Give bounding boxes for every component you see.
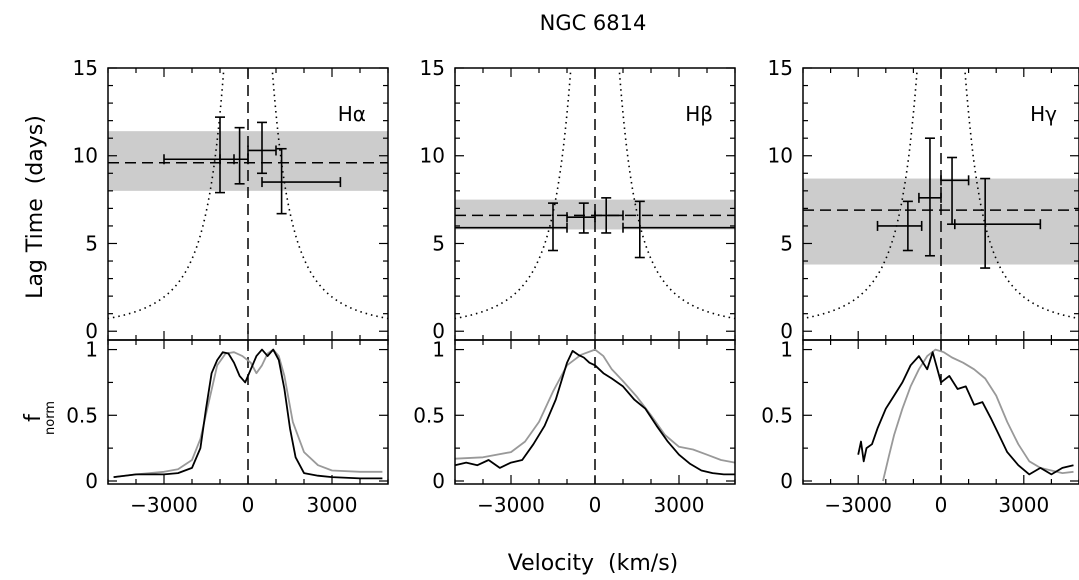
y-tick-label: 15 (73, 56, 98, 80)
y-tick-label: 10 (73, 144, 98, 168)
lag-point (918, 137, 942, 257)
y-axis-label-flux: f norm (21, 401, 58, 435)
line-label: Hβ (685, 102, 713, 126)
lag-point (455, 202, 568, 252)
lag-panel-2: 0 5 10 15 Hβ (420, 56, 736, 343)
lag-point (622, 200, 735, 259)
x-tick-label: 0 (935, 493, 948, 517)
profile-panel-1: 0 0.5 1 −3000 0 3000 (66, 338, 388, 517)
line-label: Hγ (1030, 102, 1057, 126)
profile-mean (454, 348, 736, 464)
x-tick-label: 0 (589, 493, 602, 517)
x-axis-label: Velocity (km/s) (508, 551, 679, 576)
virial-curve-right (271, 72, 389, 320)
x-tick-label: 3000 (654, 493, 705, 517)
virial-curve-right (618, 72, 736, 320)
figure-title: NGC 6814 (540, 11, 647, 35)
y-tick-label: 0.5 (413, 403, 445, 427)
virial-curve-left (802, 72, 918, 320)
x-ticks (454, 340, 736, 484)
profile-mean (113, 348, 383, 478)
y-tick-label: 0 (85, 319, 98, 343)
virial-curve-left (107, 72, 225, 320)
x-ticks (802, 68, 1079, 340)
x-tick-label: 3000 (307, 493, 358, 517)
y-tick-label: 1 (780, 338, 793, 362)
y-tick-label: 0.5 (761, 403, 793, 427)
y-tick-label: 0 (432, 319, 445, 343)
x-tick-label: 3000 (998, 493, 1049, 517)
profile-panel-3: 0 0.5 1 −3000 0 3000 (761, 338, 1079, 517)
y-tick-label: 0 (432, 469, 445, 493)
lag-point (876, 200, 923, 252)
y-tick-label: 5 (780, 231, 793, 255)
x-ticks (454, 68, 736, 340)
y-axis-label-lag: Lag Time (days) (23, 115, 48, 299)
profile-panel-2: 0 0.5 1 −3000 0 3000 (413, 338, 736, 517)
y-tick-label: 0 (780, 469, 793, 493)
y-tick-label: 5 (432, 231, 445, 255)
y-tick-label: 1 (432, 338, 445, 362)
lag-panel-1: 0 5 10 15 Hα (73, 56, 389, 343)
lag-point (261, 147, 342, 215)
profile-rms (454, 350, 735, 476)
y-axis-label-flux-main: f (21, 413, 46, 422)
x-ticks (107, 68, 389, 340)
profile-rms (113, 348, 383, 480)
lag-panel-3: 0 5 10 15 Hγ (768, 56, 1079, 343)
x-tick-label: 0 (242, 493, 255, 517)
y-tick-label: 0 (85, 469, 98, 493)
lag-point (247, 121, 277, 175)
y-tick-label: 0 (780, 319, 793, 343)
line-label: Hα (338, 102, 366, 126)
lag-point (953, 177, 1042, 269)
lag-point (594, 197, 624, 234)
y-tick-label: 5 (85, 231, 98, 255)
y-axis-label-flux-sub: norm (43, 401, 58, 435)
y-tick-label: 15 (420, 56, 445, 80)
x-tick-label: −3000 (130, 493, 198, 517)
y-tick-label: 10 (768, 144, 793, 168)
x-tick-label: −3000 (824, 493, 892, 517)
profile-rms (857, 351, 1074, 476)
x-tick-label: −3000 (477, 493, 545, 517)
virial-curve-right (964, 72, 1079, 320)
virial-curve-left (454, 72, 572, 320)
x-ticks (802, 340, 1079, 484)
profile-mean (882, 348, 1074, 482)
lag-point (219, 126, 249, 185)
y-tick-label: 1 (85, 338, 98, 362)
y-tick-label: 15 (768, 56, 793, 80)
y-tick-label: 0.5 (66, 403, 98, 427)
x-ticks (107, 340, 389, 484)
y-tick-label: 10 (420, 144, 445, 168)
